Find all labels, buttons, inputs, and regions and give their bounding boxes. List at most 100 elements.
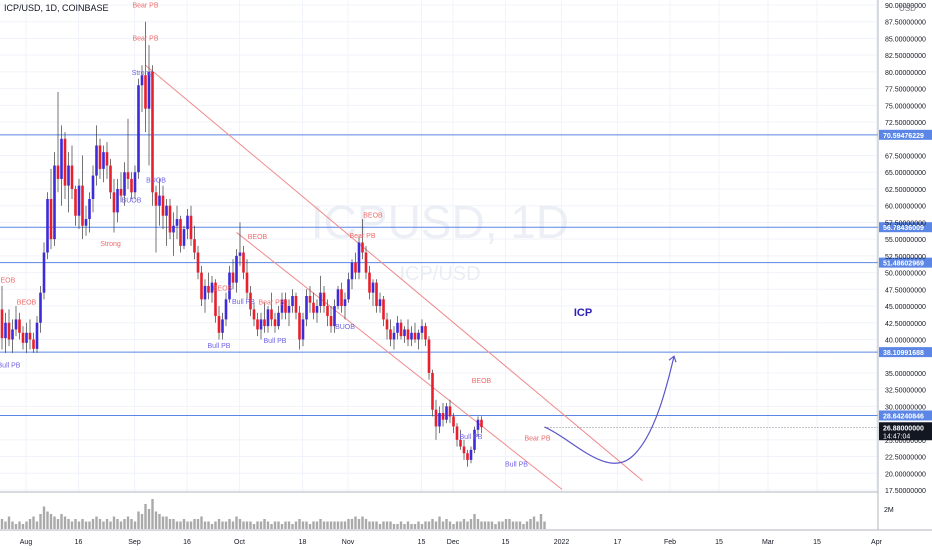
- descending-channel: [145, 64, 643, 490]
- x-tick-label: Apr: [871, 539, 883, 546]
- x-axis[interactable]: Aug 16 Sep 16 Oct 18 Nov 15 Dec 15 2022 17 Feb 15 Mar 1…: [0, 491, 932, 546]
- volume-bar: [452, 524, 455, 529]
- candle-body: [287, 306, 291, 313]
- volume-bar: [515, 521, 518, 529]
- x-tick-label: Aug: [20, 539, 33, 546]
- x-tick-label: 17: [614, 539, 622, 546]
- candle-body: [368, 272, 371, 293]
- volume-bar: [294, 521, 298, 529]
- candle-body: [165, 205, 168, 216]
- volume-bar: [84, 521, 88, 529]
- volume-bar: [508, 519, 511, 529]
- candle-body: [32, 339, 35, 349]
- y-tick-label: 77.50000000: [885, 87, 926, 94]
- candle-body: [25, 332, 28, 343]
- candles: [0, 21, 483, 467]
- volume-bar: [266, 521, 270, 529]
- y-tick-label: 47.50000000: [885, 287, 926, 294]
- volume-bar: [154, 511, 158, 529]
- volume-bar: [18, 521, 21, 529]
- candle-body: [130, 178, 133, 193]
- volume-bar: [525, 521, 529, 529]
- volume-bar: [158, 514, 161, 529]
- volume-bar: [203, 521, 207, 529]
- candle-body: [231, 272, 235, 283]
- volume-bar: [179, 521, 182, 529]
- candle-body: [396, 322, 399, 333]
- volume-bar: [494, 524, 497, 529]
- y-tick-label: 17.50000000: [885, 488, 926, 495]
- candle-body: [459, 439, 462, 447]
- volume-bar: [109, 521, 112, 529]
- volume-bar: [445, 519, 448, 529]
- volume-bar: [25, 521, 28, 529]
- volume-bar: [340, 521, 343, 529]
- pattern-label: BUOB: [122, 197, 142, 204]
- candle-body: [424, 326, 427, 340]
- level-tag-label: 56.78436009: [883, 225, 924, 232]
- volume-bar: [406, 521, 410, 529]
- pattern-label: BEOB: [248, 234, 268, 241]
- candle-body: [140, 75, 144, 86]
- volume-bar: [4, 521, 7, 529]
- volume-bar: [242, 521, 245, 529]
- watermark-symbol: ICPUSD, 1D: [311, 196, 569, 248]
- volume-bar: [350, 519, 354, 529]
- volume-bar: [522, 524, 525, 529]
- volume-bar: [483, 521, 487, 529]
- y-tick-label: 32.50000000: [885, 388, 926, 395]
- candle-body: [151, 71, 154, 193]
- level-tag: [879, 347, 932, 358]
- volume-bar: [116, 519, 119, 529]
- volume-bar: [466, 521, 469, 529]
- candle-body: [123, 172, 126, 196]
- candle-body: [67, 165, 70, 186]
- pattern-label: Bull PB: [505, 462, 528, 469]
- volume-bar: [151, 499, 154, 529]
- volume-bar: [529, 519, 532, 529]
- candle-body: [42, 252, 46, 293]
- volume-bar: [389, 521, 392, 529]
- x-tick-label: 16: [75, 539, 83, 546]
- candle-body: [399, 322, 403, 337]
- y-axis[interactable]: 90.00000000 87.50000000 85.00000000 82.5000…: [877, 0, 926, 530]
- candle-body: [35, 322, 39, 349]
- candle-body: [455, 426, 459, 440]
- candle-body: [364, 252, 368, 273]
- candle-body: [329, 316, 333, 327]
- volume-bar: [28, 519, 32, 529]
- volume-bar: [326, 521, 329, 529]
- candle-body: [49, 199, 53, 240]
- candle-body: [294, 296, 298, 313]
- candle-body: [224, 299, 228, 320]
- volume-bar: [333, 521, 336, 529]
- candle-body: [235, 255, 238, 283]
- volume-bar: [49, 514, 53, 529]
- pattern-label: Strong: [100, 241, 121, 248]
- pattern-label: Bull PB: [460, 434, 483, 441]
- volume-bar: [490, 521, 494, 529]
- volume-bar: [329, 521, 333, 529]
- volume-bar: [501, 521, 504, 529]
- candle-body: [154, 192, 158, 206]
- y-tick-label: 25.00000000: [885, 438, 926, 445]
- volume-bar: [189, 521, 193, 529]
- candle-body: [175, 219, 179, 226]
- icp-annotation: ICP: [574, 307, 592, 319]
- volume-bar: [263, 519, 266, 529]
- level-tag: [879, 222, 932, 233]
- candle-body: [375, 282, 378, 307]
- x-tick-label: 15: [715, 539, 723, 546]
- volume-bar: [91, 519, 95, 529]
- y-tick-label: 55.00000000: [885, 237, 926, 244]
- projection-arrowhead: [668, 355, 677, 363]
- candle-body: [242, 252, 245, 273]
- volume-bar: [410, 524, 413, 529]
- candle-body: [18, 319, 21, 333]
- candle-body: [452, 416, 455, 427]
- x-tick-label: Oct: [234, 539, 245, 546]
- volume-bar: [336, 521, 340, 529]
- volume-bar: [39, 514, 42, 529]
- volume-bar: [238, 519, 242, 529]
